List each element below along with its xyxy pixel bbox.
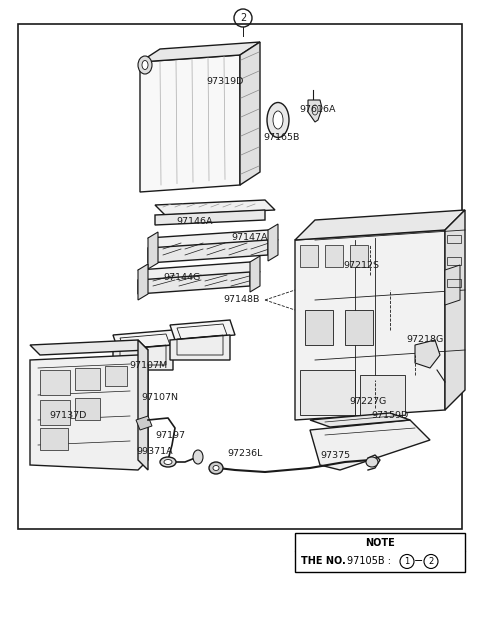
- Polygon shape: [268, 224, 278, 261]
- Text: 97159D: 97159D: [372, 410, 408, 420]
- Polygon shape: [148, 230, 278, 248]
- Text: 99371A: 99371A: [137, 448, 173, 456]
- Text: 2: 2: [240, 13, 246, 23]
- Text: THE NO.: THE NO.: [301, 556, 346, 566]
- Bar: [305, 310, 333, 345]
- Polygon shape: [155, 200, 275, 215]
- Polygon shape: [310, 413, 410, 427]
- Polygon shape: [30, 340, 148, 355]
- Text: −: −: [414, 556, 424, 566]
- Text: 97146A: 97146A: [177, 217, 213, 227]
- Polygon shape: [308, 100, 322, 122]
- Polygon shape: [140, 55, 240, 192]
- Ellipse shape: [138, 56, 152, 74]
- Polygon shape: [310, 420, 430, 470]
- Bar: [75, 368, 100, 390]
- Bar: [447, 257, 461, 265]
- Bar: [447, 235, 461, 243]
- Bar: [40, 428, 68, 450]
- Bar: [447, 279, 461, 287]
- Bar: [300, 370, 355, 415]
- Polygon shape: [148, 240, 268, 263]
- Ellipse shape: [267, 102, 289, 137]
- Polygon shape: [148, 232, 158, 269]
- Bar: [40, 370, 70, 395]
- Text: 97148B: 97148B: [224, 296, 260, 304]
- Text: NOTE: NOTE: [365, 538, 395, 548]
- Polygon shape: [138, 264, 148, 300]
- Ellipse shape: [273, 111, 283, 129]
- Ellipse shape: [164, 460, 172, 465]
- Text: 97144G: 97144G: [163, 273, 201, 283]
- Text: 97616A: 97616A: [300, 106, 336, 114]
- Polygon shape: [140, 42, 260, 62]
- Polygon shape: [113, 330, 178, 350]
- Bar: [300, 245, 318, 267]
- Polygon shape: [138, 262, 260, 280]
- Polygon shape: [170, 335, 230, 360]
- Text: 97137D: 97137D: [49, 410, 87, 420]
- Ellipse shape: [209, 462, 223, 474]
- Text: 97107N: 97107N: [142, 392, 179, 402]
- Bar: [295, 533, 465, 572]
- Text: 97165B: 97165B: [264, 132, 300, 142]
- Polygon shape: [138, 272, 250, 294]
- Polygon shape: [415, 340, 440, 368]
- Text: 97319D: 97319D: [206, 78, 244, 86]
- Polygon shape: [295, 210, 465, 240]
- Polygon shape: [295, 230, 445, 420]
- Polygon shape: [113, 345, 173, 370]
- Polygon shape: [445, 210, 465, 410]
- Text: 97212S: 97212S: [343, 260, 379, 270]
- Text: 97147A: 97147A: [232, 233, 268, 242]
- Bar: [325, 245, 343, 267]
- Text: 97218G: 97218G: [407, 335, 444, 345]
- Bar: [345, 310, 373, 345]
- Bar: [350, 245, 368, 267]
- Ellipse shape: [366, 457, 378, 467]
- Text: 97375: 97375: [320, 450, 350, 460]
- Text: 1: 1: [404, 557, 409, 566]
- Polygon shape: [30, 355, 148, 470]
- Polygon shape: [138, 340, 148, 470]
- Bar: [40, 400, 70, 425]
- Text: 97236L: 97236L: [228, 448, 263, 458]
- Text: 2: 2: [428, 557, 433, 566]
- Bar: [18, 24, 462, 529]
- Polygon shape: [445, 265, 460, 305]
- Bar: [360, 375, 405, 415]
- Ellipse shape: [193, 450, 203, 464]
- Polygon shape: [170, 320, 235, 340]
- Text: 97227G: 97227G: [349, 397, 386, 407]
- Bar: [75, 398, 100, 420]
- Ellipse shape: [142, 60, 148, 70]
- Polygon shape: [136, 416, 152, 430]
- Text: 97107M: 97107M: [129, 361, 167, 369]
- Text: 97197: 97197: [155, 430, 185, 440]
- Text: 97105B :: 97105B :: [347, 556, 391, 566]
- Polygon shape: [155, 210, 265, 225]
- Ellipse shape: [213, 466, 219, 471]
- Polygon shape: [240, 42, 260, 185]
- Polygon shape: [250, 256, 260, 292]
- Ellipse shape: [160, 457, 176, 467]
- Bar: [105, 366, 127, 386]
